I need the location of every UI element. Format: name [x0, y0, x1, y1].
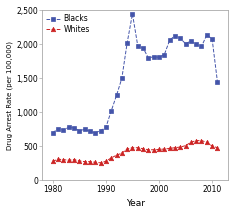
- Blacks: [168, 39, 171, 42]
- Y-axis label: Drug Arrest Rate (per 100,000): Drug Arrest Rate (per 100,000): [7, 41, 13, 150]
- Whites: [211, 145, 214, 147]
- Whites: [173, 146, 176, 149]
- Whites: [147, 149, 150, 151]
- Blacks: [67, 126, 70, 129]
- Whites: [200, 139, 203, 142]
- Blacks: [147, 57, 150, 59]
- Blacks: [152, 55, 155, 58]
- Blacks: [200, 45, 203, 48]
- Whites: [89, 160, 91, 163]
- Blacks: [73, 127, 75, 129]
- Whites: [73, 158, 75, 161]
- Blacks: [205, 34, 208, 36]
- Blacks: [83, 128, 86, 131]
- Whites: [216, 146, 219, 149]
- Whites: [57, 158, 59, 161]
- Blacks: [195, 43, 198, 46]
- Whites: [94, 161, 97, 164]
- Blacks: [110, 110, 113, 112]
- Whites: [136, 146, 139, 149]
- Whites: [158, 148, 161, 151]
- Blacks: [126, 42, 129, 44]
- Blacks: [163, 53, 166, 56]
- Whites: [67, 159, 70, 162]
- Blacks: [184, 42, 187, 45]
- Blacks: [216, 80, 219, 83]
- Blacks: [211, 38, 214, 40]
- Blacks: [94, 132, 97, 134]
- Line: Blacks: Blacks: [51, 12, 219, 135]
- Whites: [105, 160, 107, 163]
- Blacks: [105, 126, 107, 129]
- Blacks: [57, 127, 59, 130]
- X-axis label: Year: Year: [125, 199, 145, 208]
- Whites: [51, 160, 54, 163]
- Blacks: [115, 94, 118, 97]
- Whites: [163, 148, 166, 150]
- Whites: [62, 158, 65, 161]
- Blacks: [158, 56, 161, 59]
- Blacks: [142, 46, 145, 49]
- Blacks: [51, 132, 54, 134]
- Blacks: [131, 12, 134, 15]
- Blacks: [120, 77, 123, 80]
- Whites: [126, 148, 129, 150]
- Whites: [184, 144, 187, 147]
- Blacks: [189, 40, 192, 42]
- Blacks: [136, 45, 139, 47]
- Whites: [83, 160, 86, 163]
- Line: Whites: Whites: [51, 138, 220, 165]
- Whites: [189, 141, 192, 144]
- Whites: [78, 160, 81, 162]
- Blacks: [78, 129, 81, 132]
- Whites: [179, 146, 182, 148]
- Whites: [142, 147, 145, 150]
- Whites: [120, 152, 123, 154]
- Whites: [205, 141, 208, 144]
- Legend: Blacks, Whites: Blacks, Whites: [44, 13, 91, 35]
- Whites: [195, 139, 198, 142]
- Whites: [168, 147, 171, 150]
- Whites: [99, 161, 102, 164]
- Whites: [110, 157, 113, 159]
- Whites: [115, 154, 118, 157]
- Whites: [131, 146, 134, 149]
- Blacks: [99, 129, 102, 132]
- Blacks: [173, 34, 176, 37]
- Whites: [152, 149, 155, 151]
- Blacks: [62, 129, 65, 131]
- Blacks: [89, 130, 91, 133]
- Blacks: [179, 37, 182, 40]
